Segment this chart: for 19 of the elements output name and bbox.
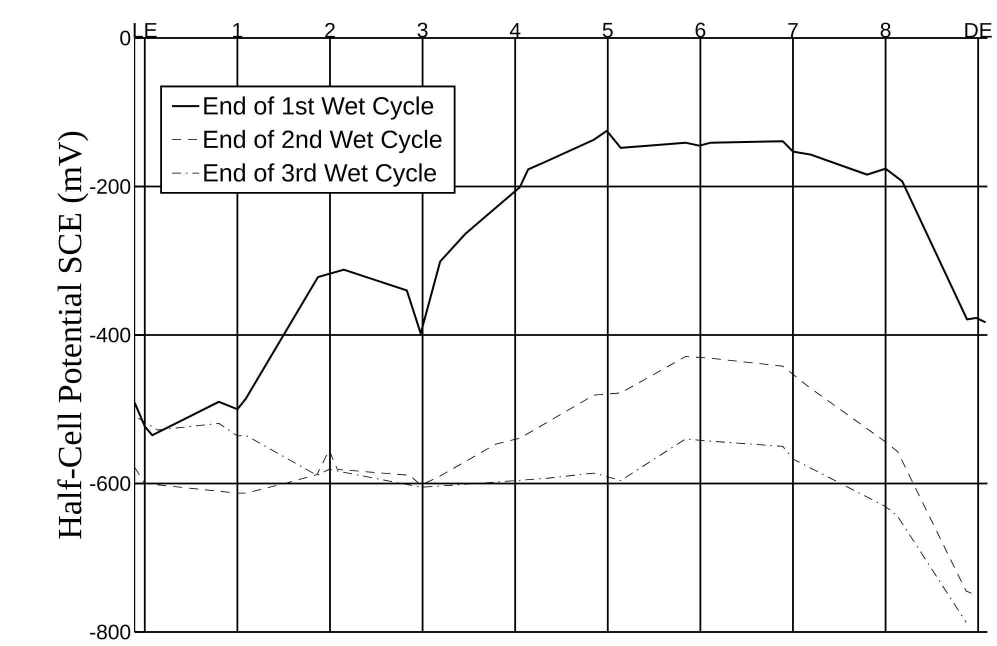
x-tick-label: 2 (325, 22, 335, 38)
x-tick-label: 6 (696, 22, 706, 38)
x-tick-label: DE (965, 23, 992, 38)
y-tick-label: -200 (90, 179, 130, 194)
legend-label: End of 1st Wet Cycle (204, 96, 434, 120)
y-tick-label: -800 (90, 624, 130, 640)
y-axis-title: Half-Cell Potential SCE (mV) (57, 132, 88, 539)
x-tick-label: 7 (788, 23, 798, 38)
legend-label: End of 2nd Wet Cycle (204, 130, 442, 154)
x-tick-label: 1 (233, 23, 242, 38)
x-tick-label: 3 (418, 22, 428, 38)
y-tick-label: -400 (90, 328, 130, 342)
x-tick-label: 5 (602, 22, 613, 38)
y-tick-label: -600 (90, 476, 130, 491)
x-tick-label: LE (134, 23, 157, 38)
x-tick-label: 4 (510, 23, 520, 38)
legend-label: End of 3rd Wet Cycle (204, 163, 436, 187)
y-tick-label: 0 (120, 30, 130, 46)
x-tick-label: 8 (880, 22, 890, 38)
